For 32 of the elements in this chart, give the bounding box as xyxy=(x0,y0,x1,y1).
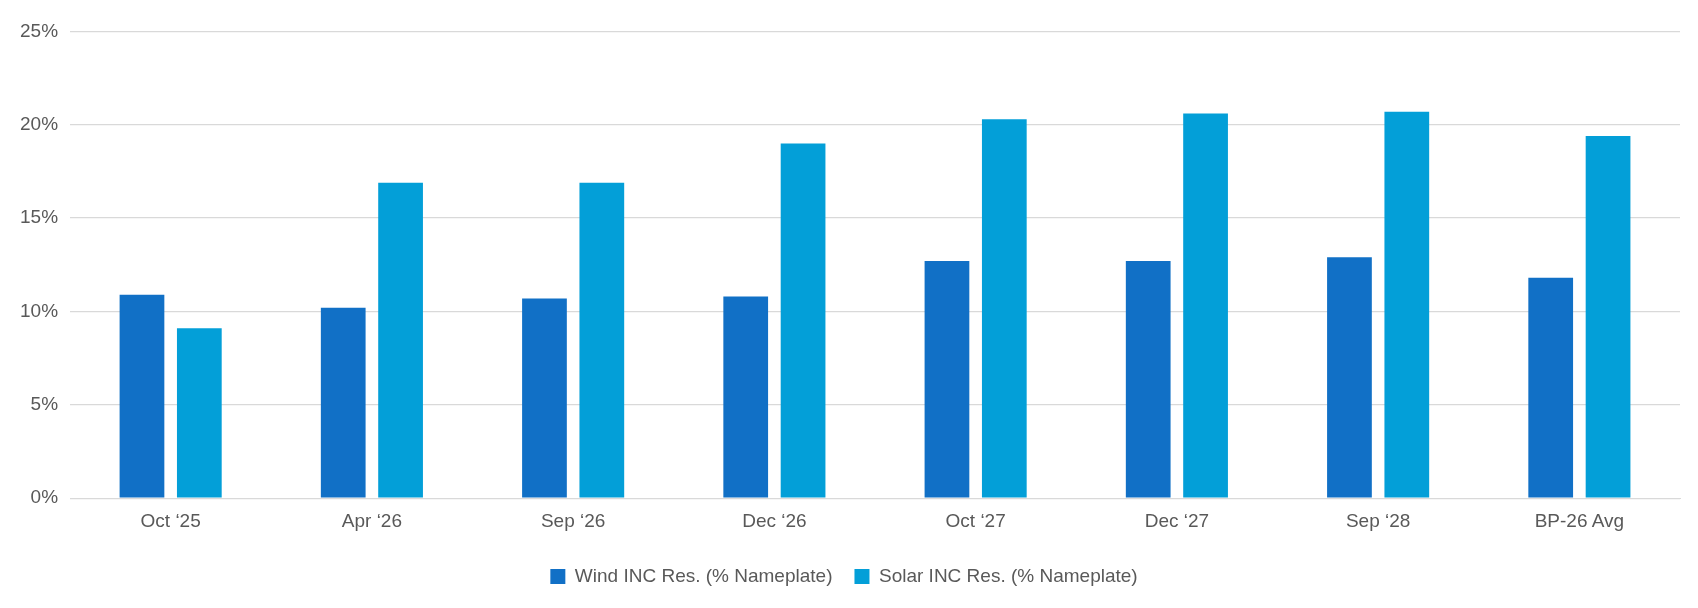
y-tick-label: 0% xyxy=(30,486,59,508)
x-tick-label: Sep ‘26 xyxy=(540,509,606,531)
y-tick-label: 25% xyxy=(20,19,59,41)
bar xyxy=(1183,113,1228,498)
bar xyxy=(378,182,423,498)
y-tick-label: 20% xyxy=(20,112,59,134)
x-tick-label: Dec ‘27 xyxy=(1144,509,1210,531)
bar xyxy=(522,298,567,498)
x-tick-label: Oct ‘25 xyxy=(140,509,201,531)
x-tick-label: Apr ‘26 xyxy=(341,509,402,531)
y-tick-label: 5% xyxy=(30,393,59,415)
bar xyxy=(981,119,1027,498)
bar xyxy=(723,296,769,498)
bar xyxy=(320,307,366,498)
legend-label: Solar INC Res. (% Nameplate) xyxy=(878,564,1138,586)
bar xyxy=(119,294,165,498)
x-tick-label: BP-26 Avg xyxy=(1534,509,1625,531)
y-tick-label: 10% xyxy=(20,299,59,321)
bar xyxy=(780,143,826,498)
bar xyxy=(924,261,970,498)
x-tick-label: Oct ‘27 xyxy=(945,509,1006,531)
bar xyxy=(1125,261,1171,498)
bar xyxy=(1384,111,1430,498)
y-tick-label: 15% xyxy=(20,206,59,228)
legend-label: Wind INC Res. (% Nameplate) xyxy=(574,564,833,586)
x-tick-label: Sep ‘28 xyxy=(1345,509,1411,531)
x-tick-label: Dec ‘26 xyxy=(742,509,807,531)
bar xyxy=(176,328,222,498)
bar xyxy=(1327,257,1372,498)
bar xyxy=(579,182,625,498)
bar xyxy=(1528,277,1574,498)
bar xyxy=(1585,135,1631,498)
